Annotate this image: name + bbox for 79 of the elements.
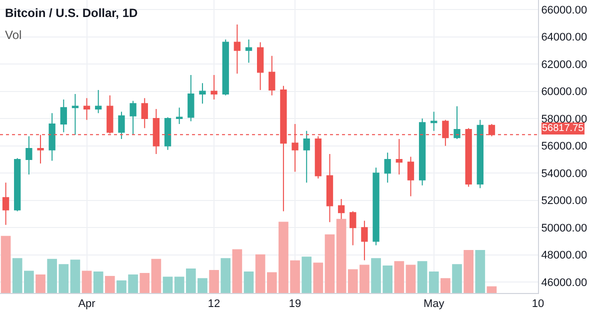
bar <box>302 256 312 293</box>
bar <box>0 236 11 293</box>
bar <box>428 271 439 293</box>
candlestick <box>188 74 194 122</box>
candlestick <box>118 111 125 140</box>
x-tick-label: May <box>423 298 445 310</box>
ref-line-label: 56817.75 <box>542 123 584 134</box>
chart-title: Vol <box>5 28 22 42</box>
bar <box>220 258 231 293</box>
y-tick-label: 52000.00 <box>541 195 588 208</box>
text: Bitcoin / U.S. Dollar, 1D <box>5 6 138 20</box>
candlestick <box>14 158 21 212</box>
y-tick-label: 56000.00 <box>541 140 588 153</box>
candlestick <box>384 152 391 184</box>
candlestick <box>222 39 229 96</box>
bar <box>440 278 450 293</box>
x-tick-label: Apr <box>78 298 96 310</box>
candlestick <box>396 138 402 175</box>
candlestick <box>210 74 218 100</box>
y-tick-label: 50000.00 <box>541 222 588 234</box>
bar <box>105 276 115 293</box>
candlestick <box>361 220 368 261</box>
bar <box>324 234 335 293</box>
candlestick <box>234 24 241 74</box>
candlestick <box>95 89 102 114</box>
bar <box>452 264 462 293</box>
bar <box>255 254 266 293</box>
candlestick <box>2 182 10 226</box>
candlestick <box>83 98 90 120</box>
y-tick-label: 62000.00 <box>541 58 588 71</box>
bar <box>417 261 428 293</box>
y-tick-label: 54000.00 <box>541 168 588 180</box>
bar <box>209 270 219 293</box>
candlestick <box>141 98 148 129</box>
x-tick-label: 12 <box>208 298 220 310</box>
bar <box>475 250 486 293</box>
candlestick <box>26 136 32 175</box>
candlestick <box>164 116 172 150</box>
bar <box>313 262 324 293</box>
y-tick-label: 60000.00 <box>541 86 588 98</box>
candlestick <box>48 112 56 162</box>
candlestick <box>476 119 484 189</box>
candlestick <box>303 130 310 184</box>
candlestick <box>418 118 426 186</box>
bar <box>93 271 104 293</box>
y-tick-label: 46000.00 <box>541 276 588 289</box>
candlestick <box>372 167 380 246</box>
candlestick <box>245 39 252 64</box>
x-tick-label: 10 <box>532 298 544 310</box>
bar <box>244 271 254 293</box>
bar <box>486 286 497 293</box>
bar <box>232 249 242 293</box>
y-tick-label: 58000.00 <box>541 113 588 126</box>
bar <box>70 260 80 293</box>
candlestick <box>60 98 67 133</box>
bar <box>464 250 474 293</box>
y-tick-label: 48000.00 <box>541 250 588 262</box>
candlestick <box>37 134 44 164</box>
candlestick <box>407 156 414 197</box>
y-tick-label: 66000.00 <box>541 4 588 16</box>
candlestick <box>326 154 334 223</box>
bar <box>162 276 173 293</box>
candlestick <box>430 111 438 132</box>
candlestick <box>72 94 79 136</box>
y-tick-label: 64000.00 <box>541 32 588 44</box>
candlestick <box>268 55 276 96</box>
candlestick <box>176 107 183 125</box>
bar <box>151 258 162 293</box>
bar <box>82 270 92 293</box>
candlestick <box>350 210 356 246</box>
bar <box>394 261 404 293</box>
bar <box>36 274 46 293</box>
x-tick-label: 19 <box>288 298 302 310</box>
candlestick <box>130 100 136 136</box>
candlestick <box>199 82 206 104</box>
bar <box>406 264 416 293</box>
candlestick <box>454 106 460 140</box>
candlestick <box>256 42 264 90</box>
bar <box>140 272 150 293</box>
